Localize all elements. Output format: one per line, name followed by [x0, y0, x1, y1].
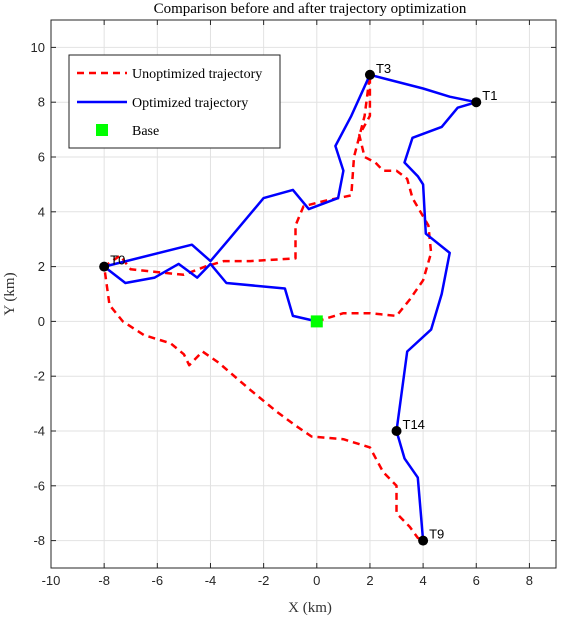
- target-label-t1: T1: [482, 88, 497, 103]
- x-tick-label: 4: [419, 573, 426, 588]
- target-label-t14: T14: [403, 417, 425, 432]
- legend-label-optimized: Optimized trajectory: [132, 96, 248, 111]
- y-tick-label: -2: [33, 369, 45, 384]
- x-axis-label: X (km): [288, 600, 332, 616]
- marker-layer: T0 T3 T1 T14 T9: [99, 61, 497, 546]
- y-tick-label: 8: [38, 95, 45, 110]
- x-tick-label: 6: [473, 573, 480, 588]
- unoptimized-trajectory-line: [102, 73, 433, 542]
- target-label-t0: T0: [110, 253, 125, 268]
- legend-label-unoptimized: Unoptimized trajectory: [132, 67, 262, 82]
- x-tick-label: -8: [98, 573, 110, 588]
- axes-box: [50, 19, 557, 569]
- axes: -10 -8 -6 -4 -2 0 2 4 6 8 -8 -6 -4 -2 0 2 4 6 8 10: [31, 19, 557, 588]
- target-marker-t3: [364, 69, 375, 80]
- target-marker-t0: [99, 261, 110, 272]
- x-tick-label: 0: [313, 573, 320, 588]
- y-tick-label: 6: [38, 150, 45, 165]
- x-tick-label: -4: [205, 573, 217, 588]
- y-tick-label: -8: [33, 533, 45, 548]
- legend-label-base: Base: [132, 124, 159, 139]
- y-tick-label: -4: [33, 424, 45, 439]
- y-axis-label: Y (km): [2, 272, 18, 315]
- y-tick-label: 0: [38, 314, 45, 329]
- legend-swatch-base: [96, 124, 108, 136]
- x-tick-label: -2: [258, 573, 270, 588]
- target-label-t3: T3: [376, 61, 391, 76]
- target-marker-t1: [471, 97, 482, 108]
- x-tick-label: -6: [152, 573, 164, 588]
- y-tick-label: -6: [33, 478, 45, 493]
- x-tick-label: 8: [526, 573, 533, 588]
- x-tick-label: 2: [366, 573, 373, 588]
- target-label-t9: T9: [429, 527, 444, 542]
- x-tick-label: -10: [42, 573, 61, 588]
- target-marker-t14: [391, 426, 402, 436]
- series-layer: [102, 73, 478, 542]
- y-tick-label: 2: [38, 259, 45, 274]
- base-marker: [310, 315, 323, 328]
- y-tick-label: 4: [38, 204, 45, 219]
- legend: Unoptimized trajectory Optimized traject…: [68, 54, 281, 149]
- chart-title: Comparison before and after trajectory o…: [154, 1, 467, 17]
- y-tick-label: 10: [31, 40, 45, 55]
- optimized-trajectory-line: [102, 73, 478, 541]
- target-marker-t9: [418, 535, 429, 546]
